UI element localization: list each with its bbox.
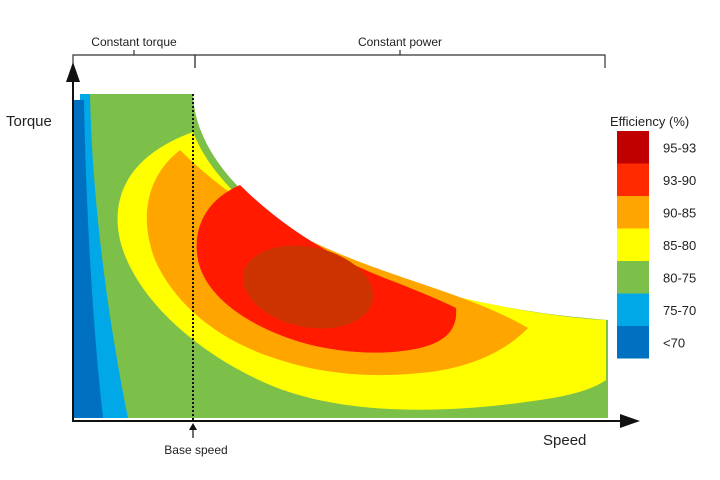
band-under-70	[74, 100, 103, 418]
band-95-93	[242, 245, 374, 329]
y-axis-title: Torque	[6, 113, 52, 130]
constant-power-bracket	[194, 54, 606, 68]
legend-label: 80-75	[663, 270, 696, 285]
legend-label: 93-90	[663, 173, 696, 188]
legend-swatch	[617, 261, 649, 294]
y-axis-arrowhead	[66, 62, 80, 82]
x-axis-arrowhead	[620, 414, 640, 428]
efficiency-contours	[74, 94, 608, 418]
base-speed-label: Base speed	[164, 443, 227, 457]
legend-swatch	[617, 163, 649, 196]
legend-label: 95-93	[663, 140, 696, 155]
constant-torque-bracket	[72, 54, 196, 68]
legend: Efficiency (%) 95-93 93-90 90-85 85-80 80-75…	[610, 114, 696, 359]
legend-swatch	[617, 131, 649, 164]
x-axis-title: Speed	[543, 432, 586, 449]
base-speed-arrowhead	[189, 423, 197, 430]
legend-swatch	[617, 196, 649, 229]
constant-torque-label: Constant torque	[91, 35, 177, 49]
legend-swatch	[617, 326, 649, 359]
legend-swatch	[617, 293, 649, 326]
region-brackets	[72, 50, 606, 68]
legend-label: 90-85	[663, 205, 696, 220]
legend-label: 75-70	[663, 303, 696, 318]
axes	[66, 62, 640, 428]
legend-swatch	[617, 228, 649, 261]
legend-title: Efficiency (%)	[610, 114, 689, 129]
legend-label: 85-80	[663, 238, 696, 253]
constant-power-label: Constant power	[358, 35, 442, 49]
legend-label: <70	[663, 335, 685, 350]
